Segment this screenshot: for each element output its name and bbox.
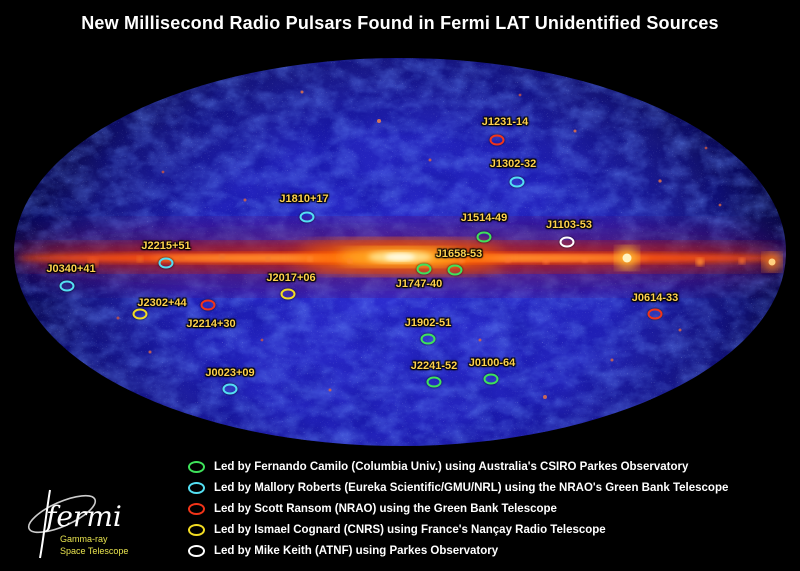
pulsar-marker-J2215+51 bbox=[158, 257, 174, 269]
faint-sources bbox=[116, 90, 722, 399]
pulsar-label-J0340+41: J0340+41 bbox=[46, 263, 96, 275]
pulsar-marker-J0614-33 bbox=[647, 308, 663, 320]
pulsar-marker-J1103-53 bbox=[559, 236, 575, 248]
fermi-wordmark: fermi bbox=[44, 500, 122, 533]
fermi-swoosh-icon bbox=[27, 494, 97, 534]
pulsar-label-J0100-64: J0100-64 bbox=[468, 357, 516, 369]
pulsar-label-J1514-49: J1514-49 bbox=[460, 212, 508, 224]
pulsar-label-J2241-52: J2241-52 bbox=[410, 360, 458, 372]
fermi-f-stem-icon bbox=[39, 489, 51, 559]
pulsar-label-J2215+51: J2215+51 bbox=[141, 240, 191, 252]
pulsar-label-J0614-33: J0614-33 bbox=[631, 292, 679, 304]
pulsar-marker-J1902-51 bbox=[420, 333, 436, 345]
pulsar-label-J2017+06: J2017+06 bbox=[266, 272, 316, 284]
pulsar-marker-J1747-40 bbox=[416, 263, 432, 275]
pulsar-marker-J1302-32 bbox=[509, 176, 525, 188]
legend: Led by Fernando Camilo (Columbia Univ.) … bbox=[188, 456, 728, 561]
legend-row-cyan: Led by Mallory Roberts (Eureka Scientifi… bbox=[188, 477, 728, 498]
pulsar-marker-J2241-52 bbox=[426, 376, 442, 388]
pulsar-marker-J2214+30 bbox=[200, 299, 216, 311]
legend-row-green: Led by Fernando Camilo (Columbia Univ.) … bbox=[188, 456, 728, 477]
legend-text: Led by Scott Ransom (NRAO) using the Gre… bbox=[214, 502, 557, 515]
pulsar-label-J0023+09: J0023+09 bbox=[205, 367, 255, 379]
pulsar-label-J1902-51: J1902-51 bbox=[404, 317, 452, 329]
page-title: New Millisecond Radio Pulsars Found in F… bbox=[81, 13, 719, 33]
fermi-sub-line1: Gamma-ray bbox=[60, 534, 108, 544]
legend-text: Led by Fernando Camilo (Columbia Univ.) … bbox=[214, 460, 689, 473]
red-ellipse-icon bbox=[188, 502, 205, 515]
legend-row-red: Led by Scott Ransom (NRAO) using the Gre… bbox=[188, 498, 728, 519]
legend-text: Led by Ismael Cognard (CNRS) using Franc… bbox=[214, 523, 606, 536]
white-ellipse-icon bbox=[188, 544, 205, 557]
pulsar-label-J1747-40: J1747-40 bbox=[395, 278, 443, 290]
pulsar-marker-J2302+44 bbox=[132, 308, 148, 320]
pulsar-label-J1302-32: J1302-32 bbox=[489, 158, 537, 170]
pulsar-marker-J1810+17 bbox=[299, 211, 315, 223]
pulsar-label-J1810+17: J1810+17 bbox=[279, 193, 329, 205]
pulsar-marker-J1514-49 bbox=[476, 231, 492, 243]
bright-sources bbox=[54, 247, 781, 271]
pulsar-label-J1231-14: J1231-14 bbox=[481, 116, 529, 128]
pulsar-label-J2302+44: J2302+44 bbox=[137, 297, 187, 309]
pulsar-marker-J2017+06 bbox=[280, 288, 296, 300]
pulsar-marker-J0340+41 bbox=[59, 280, 75, 292]
legend-row-yellow: Led by Ismael Cognard (CNRS) using Franc… bbox=[188, 519, 728, 540]
pulsar-marker-J1231-14 bbox=[489, 134, 505, 146]
fermi-logo: fermi Gamma-ray Space Telescope bbox=[27, 489, 128, 559]
yellow-ellipse-icon bbox=[188, 523, 205, 536]
pulsar-marker-J1658-53 bbox=[447, 264, 463, 276]
pulsar-marker-J0023+09 bbox=[222, 383, 238, 395]
legend-text: Led by Mike Keith (ATNF) using Parkes Ob… bbox=[214, 544, 499, 557]
fermi-sub-line2: Space Telescope bbox=[60, 546, 128, 556]
legend-text: Led by Mallory Roberts (Eureka Scientifi… bbox=[214, 481, 729, 494]
legend-row-white: Led by Mike Keith (ATNF) using Parkes Ob… bbox=[188, 540, 728, 561]
cyan-ellipse-icon bbox=[188, 481, 205, 494]
pulsar-label-J1658-53: J1658-53 bbox=[435, 248, 483, 260]
pulsar-label-J1103-53: J1103-53 bbox=[546, 219, 592, 231]
green-ellipse-icon bbox=[188, 460, 205, 473]
pulsar-marker-J0100-64 bbox=[483, 373, 499, 385]
pulsar-label-J2214+30: J2214+30 bbox=[186, 318, 236, 330]
